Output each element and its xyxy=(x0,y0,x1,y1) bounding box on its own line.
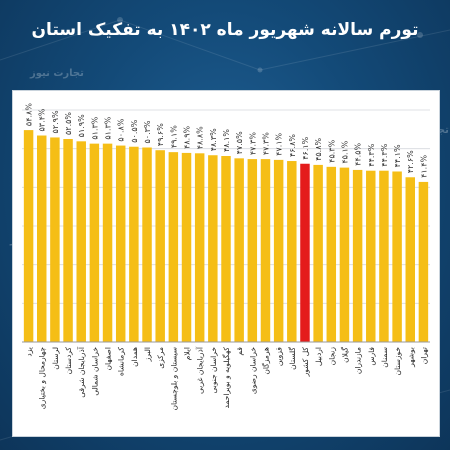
category-label: کهگیلویه و بویراحمد xyxy=(222,347,231,409)
chart-title: تورم سالانه شهریور ماه ۱۴۰۲ به تفکیک است… xyxy=(31,20,419,40)
bar xyxy=(208,155,218,342)
data-label: ۴۸.۱% xyxy=(222,129,231,152)
category-label: آذربایجان غربی xyxy=(195,346,205,394)
data-label: ۵۰.۵% xyxy=(130,119,139,142)
category-label: گلستان xyxy=(288,347,297,370)
data-label: ۴۵.۱% xyxy=(340,140,349,163)
data-label: ۵۰.۸% xyxy=(117,118,126,141)
category-label: البرز xyxy=(143,347,152,362)
category-label: آذربایجان شرقی xyxy=(76,346,86,398)
data-label: ۴۷.۵% xyxy=(235,131,244,154)
category-label: اردبیل xyxy=(314,347,323,366)
bar xyxy=(300,163,310,342)
bar xyxy=(234,158,244,342)
category-label: کردستان xyxy=(64,347,73,375)
category-label: خراسان شمالی xyxy=(90,347,99,396)
data-label: ۴۷.۳% xyxy=(261,132,270,155)
bar xyxy=(366,170,376,342)
bar xyxy=(194,153,205,342)
category-label: سمنان xyxy=(380,347,389,368)
bar xyxy=(129,146,139,342)
category-label: تهران xyxy=(419,347,428,364)
category-label: خراسان رضوی xyxy=(248,347,257,394)
category-label: ایلام xyxy=(183,347,192,360)
data-label: ۵۱.۳% xyxy=(104,116,113,139)
data-label: ۴۴.۳% xyxy=(367,143,376,166)
category-label: کرمانشاه xyxy=(117,347,126,376)
category-label: همدان xyxy=(130,347,139,367)
bar xyxy=(392,171,402,342)
data-label: ۴۸.۸% xyxy=(196,126,205,149)
data-label: ۵۱.۳% xyxy=(90,116,99,139)
data-label: ۵۳.۴% xyxy=(38,108,47,131)
bar xyxy=(89,143,100,342)
category-label: قم xyxy=(235,347,244,356)
data-label: ۴۲.۶% xyxy=(406,150,415,173)
data-label: ۵۲.۹% xyxy=(51,110,60,133)
category-label: لرستان xyxy=(51,347,60,370)
bar xyxy=(313,164,323,342)
data-label: ۴۷.۱% xyxy=(275,132,284,155)
category-label: مازندران xyxy=(354,347,363,374)
bar xyxy=(63,139,73,342)
bar xyxy=(326,166,337,342)
bar xyxy=(168,152,179,342)
category-label: بوشهر xyxy=(406,347,415,368)
data-label: ۴۴.۵% xyxy=(354,142,363,165)
category-label: خوزستان xyxy=(393,347,402,376)
data-label: ۴۸.۳% xyxy=(209,128,218,151)
bar xyxy=(379,170,389,342)
data-label: ۴۵.۳% xyxy=(327,139,336,162)
bar xyxy=(115,145,126,342)
data-label: ۴۹.۱% xyxy=(169,125,178,148)
data-label: ۴۸.۹% xyxy=(183,125,192,148)
category-label: اصفهان xyxy=(104,347,113,371)
category-label: فارس xyxy=(367,347,376,366)
bar xyxy=(23,130,34,342)
category-label: مرکزی xyxy=(156,347,165,369)
data-label: ۵۴.۸% xyxy=(25,103,34,126)
data-label: ۵۰.۳% xyxy=(143,120,152,143)
bar xyxy=(339,167,350,342)
category-label: هرمزگان xyxy=(261,347,270,375)
watermark: تجارت نیوز xyxy=(30,68,84,79)
category-label: چهارمحال و بختیاری xyxy=(38,347,47,410)
category-label: زنجان xyxy=(327,347,336,366)
bar xyxy=(221,156,231,342)
data-label: ۴۶.۸% xyxy=(288,134,297,157)
data-label: ۴۷.۳% xyxy=(248,132,257,155)
data-label: ۵۲.۵% xyxy=(64,112,73,135)
bar xyxy=(102,143,113,342)
category-label: خراسان جنوبی xyxy=(209,347,218,394)
bar xyxy=(37,135,47,342)
bar xyxy=(273,159,284,342)
bar xyxy=(287,161,297,342)
category-label: کل کشور xyxy=(301,347,310,378)
category-label: یزد xyxy=(25,347,34,357)
data-label: ۴۶.۱% xyxy=(301,136,310,159)
bar xyxy=(260,159,271,342)
bar-chart: ۵۴.۸% یزد ۵۳.۴% چهارمحال و بختیاری ۵۲.۹% لرست… xyxy=(22,103,430,411)
bar xyxy=(76,141,86,342)
bar xyxy=(50,137,60,342)
category-label: سیستان و بلوچستان xyxy=(169,347,178,411)
bar xyxy=(418,181,429,342)
bar xyxy=(405,177,415,342)
data-label: ۴۴.۱% xyxy=(393,144,402,167)
data-label: ۴۵.۸% xyxy=(314,137,323,160)
bar xyxy=(155,150,165,342)
category-label: قزوین xyxy=(275,347,284,367)
bar xyxy=(247,159,258,342)
bar xyxy=(142,147,152,342)
bar xyxy=(352,169,363,342)
data-label: ۴۱.۴% xyxy=(419,154,428,177)
category-label: گیلان xyxy=(340,347,349,363)
bar xyxy=(181,152,192,342)
data-label: ۴۹.۶% xyxy=(156,123,165,146)
data-label: ۴۴.۳% xyxy=(380,143,389,166)
data-label: ۵۱.۹% xyxy=(77,114,86,137)
